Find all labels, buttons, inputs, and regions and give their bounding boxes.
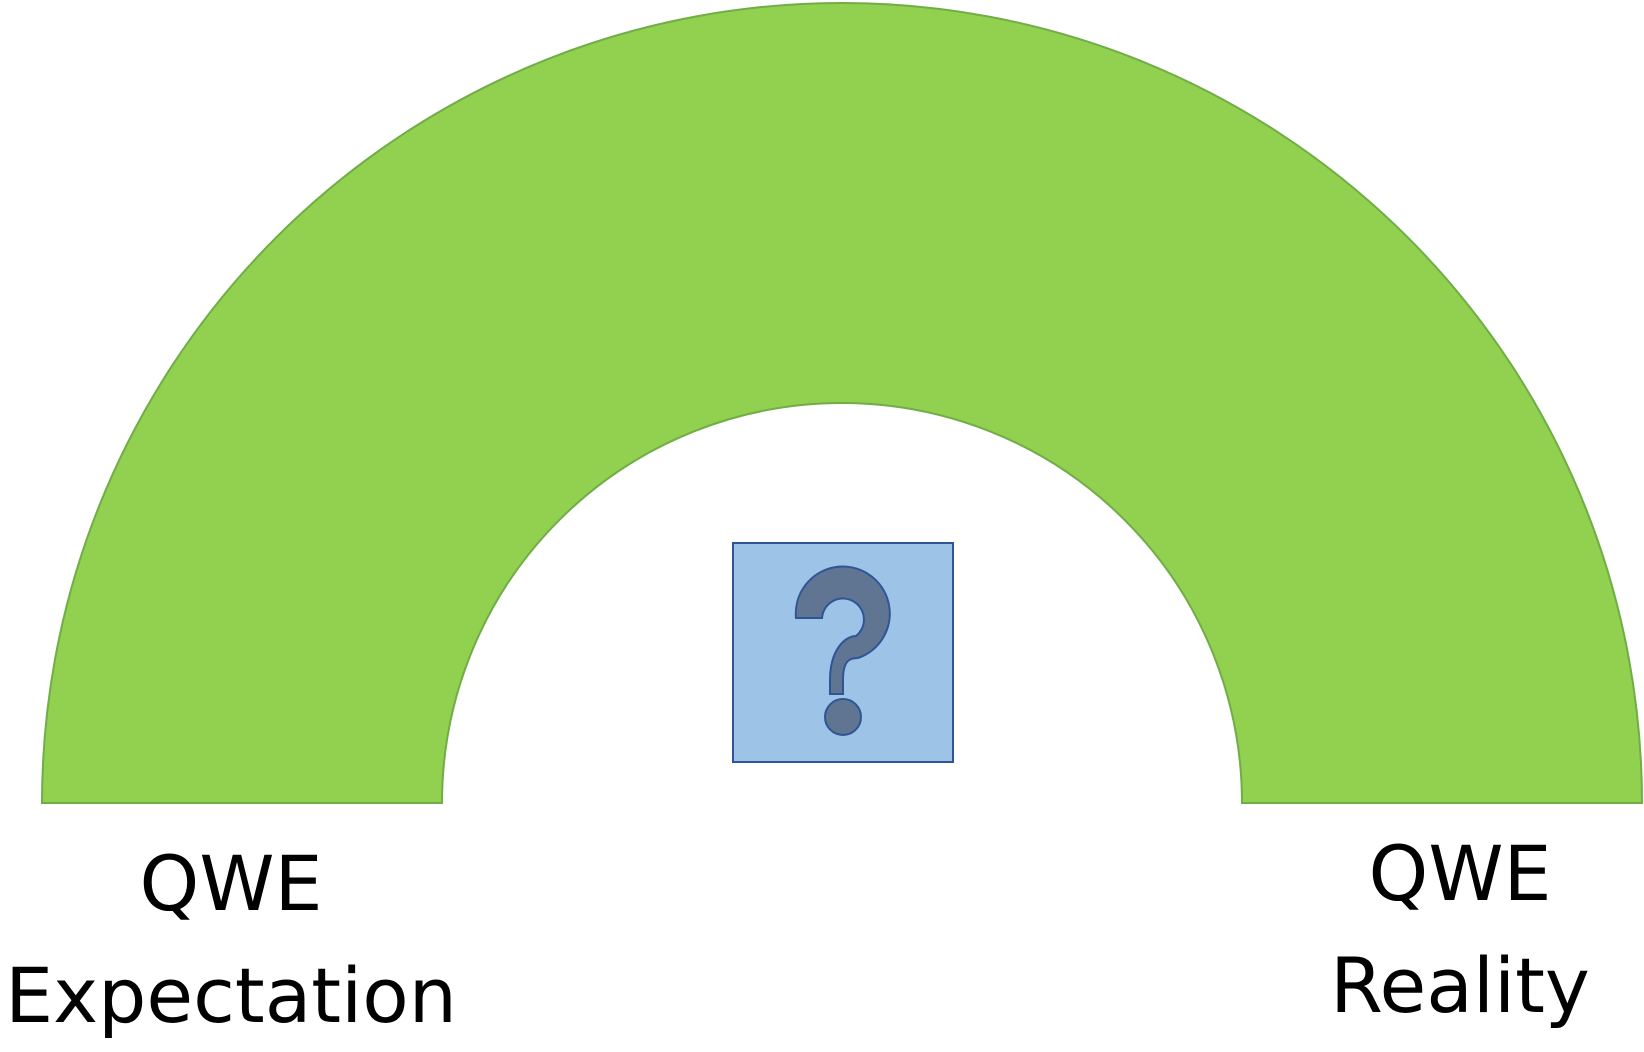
question-mark-curve	[794, 565, 891, 695]
question-mark-icon	[794, 565, 891, 736]
expectation-label-line1: QWE	[139, 839, 323, 928]
question-mark-dot	[824, 698, 862, 736]
expectation-label-line2: Expectation	[5, 951, 457, 1040]
reality-label-line2: Reality	[1330, 941, 1590, 1030]
question-box	[732, 542, 954, 763]
reality-label-line1: QWE	[1368, 829, 1552, 918]
expectation-label: QWE Expectation	[0, 828, 462, 1052]
half-ring-arch	[40, 2, 1644, 804]
reality-label: QWE Reality	[1310, 818, 1610, 1042]
